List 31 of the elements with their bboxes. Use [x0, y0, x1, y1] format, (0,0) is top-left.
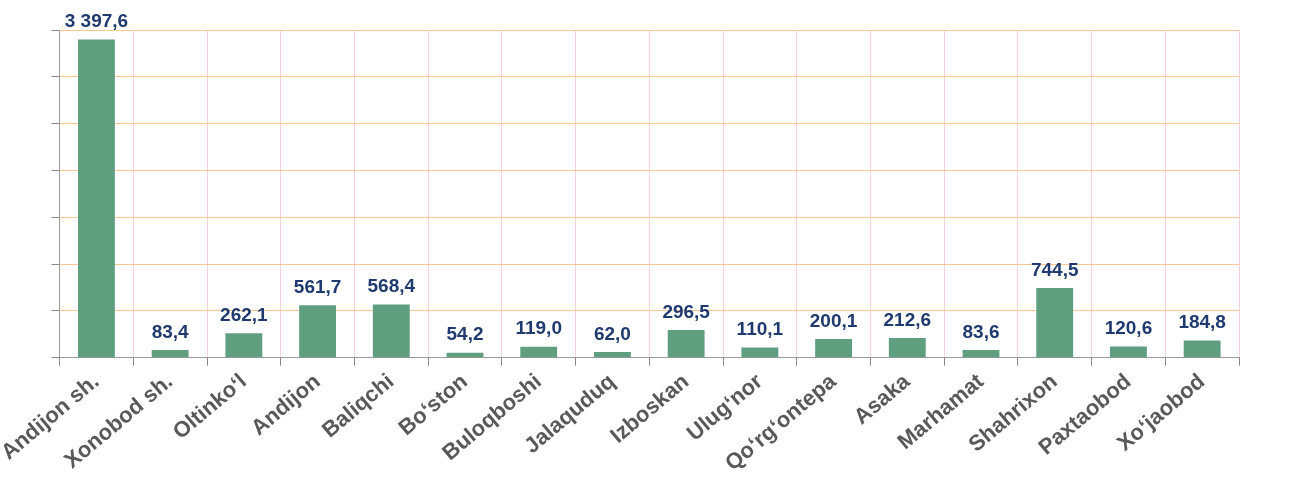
bar: [1110, 346, 1147, 358]
bar: [520, 346, 558, 358]
bar: [594, 351, 631, 358]
data-label: 200,1: [809, 309, 858, 331]
data-label: 184,8: [1178, 311, 1226, 333]
bar: [78, 39, 115, 358]
data-label: 83,6: [962, 320, 1000, 342]
data-label: 262,1: [220, 303, 269, 325]
bar: [1183, 340, 1221, 358]
data-label: 110,1: [736, 318, 784, 340]
bar: [1036, 288, 1074, 358]
data-label: 83,4: [151, 320, 190, 342]
bar: [667, 330, 705, 358]
data-label: 119,0: [515, 317, 562, 339]
data-label: 568,4: [367, 275, 416, 297]
data-label: 744,5: [1030, 258, 1079, 280]
bar: [299, 305, 336, 358]
bar: [962, 349, 1000, 358]
bar: [225, 333, 263, 358]
data-label: 296,5: [662, 300, 711, 322]
bar: [741, 347, 779, 358]
bar: [815, 339, 852, 358]
data-label: 62,0: [593, 322, 631, 344]
data-label: 120,6: [1104, 317, 1153, 339]
data-label: 561,7: [293, 275, 342, 297]
bar: [151, 349, 189, 358]
data-label: 212,6: [883, 308, 932, 330]
data-label: 54,2: [446, 323, 484, 345]
data-label: 3 397,6: [64, 10, 129, 32]
bar: [372, 304, 410, 358]
bar: [888, 337, 926, 358]
